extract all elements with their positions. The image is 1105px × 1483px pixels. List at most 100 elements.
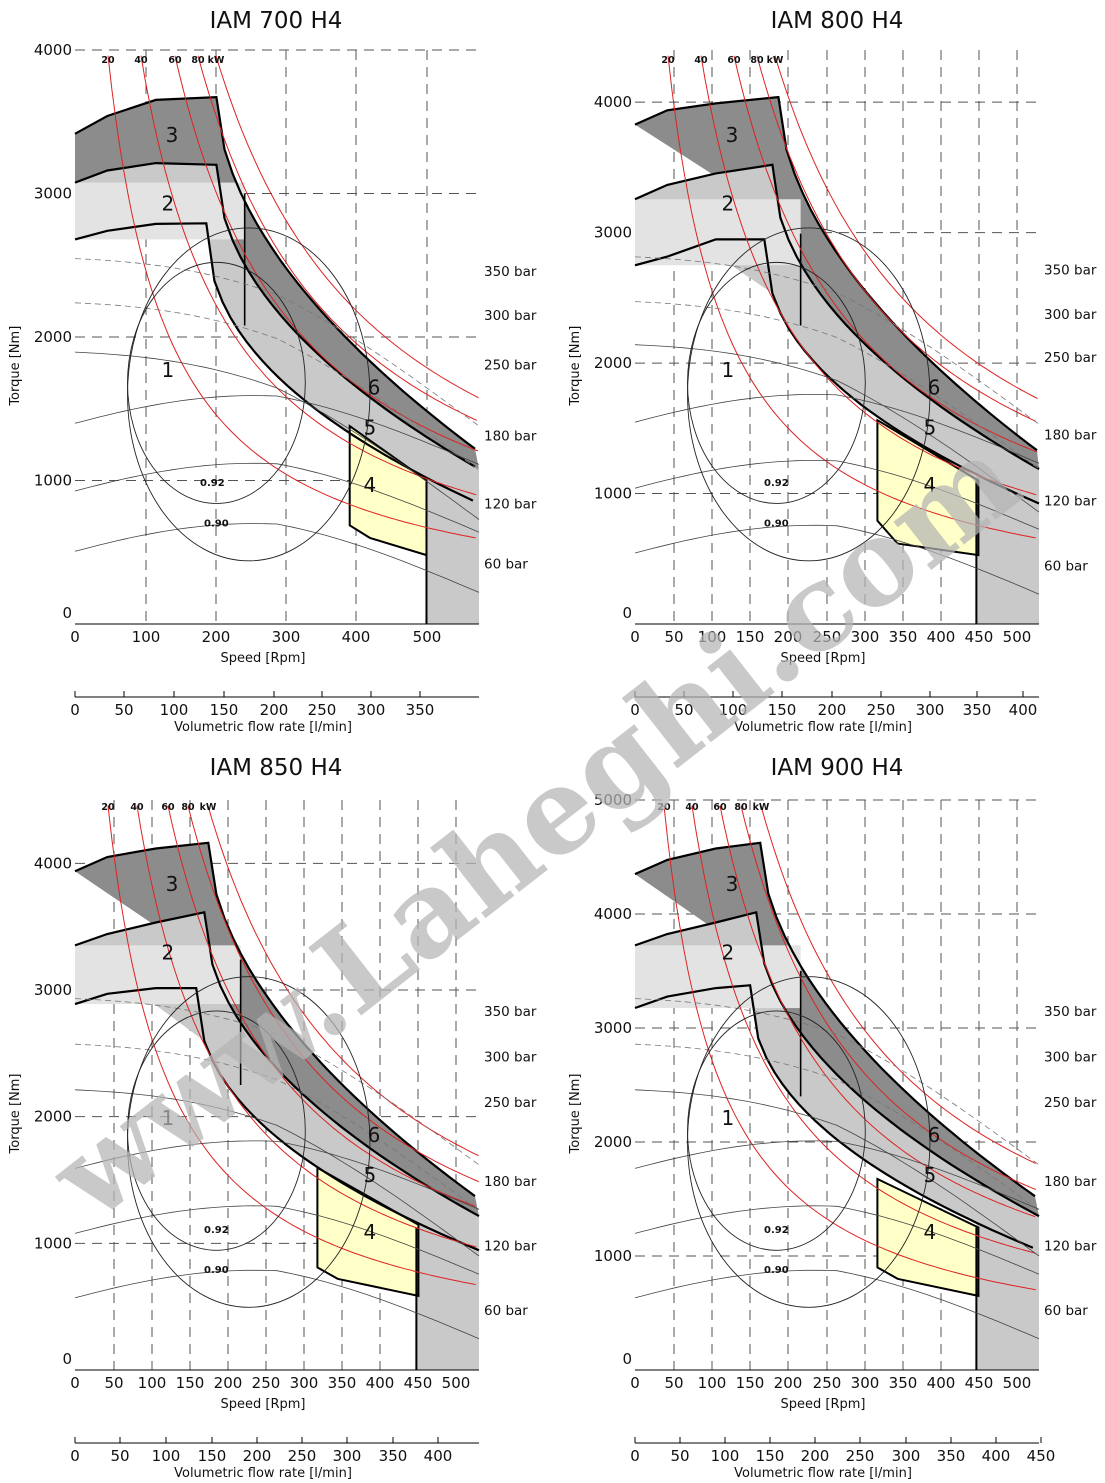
efficiency-label: 0.90 — [764, 518, 789, 529]
pressure-label: 60 bar — [1044, 558, 1088, 574]
x-tick-label: 150 — [736, 628, 765, 646]
pressure-label: 350 bar — [1044, 1004, 1097, 1020]
x-tick-label: 0 — [70, 1374, 80, 1392]
x-tick-label: 350 — [889, 1374, 918, 1392]
power-curve — [167, 805, 476, 1207]
max-torque-curve-3 — [74, 841, 476, 1197]
power-label: 20 — [101, 55, 115, 66]
y-tick-label: 2000 — [594, 1133, 632, 1151]
power-label: 60 — [713, 802, 727, 813]
power-curve — [174, 55, 479, 452]
flow-tick-label: 150 — [756, 1447, 785, 1465]
zone-label-5: 5 — [924, 1163, 937, 1187]
zone-label-5: 5 — [364, 416, 377, 440]
pressure-label: 180 bar — [484, 1174, 537, 1190]
flow-tick-label: 150 — [768, 701, 797, 719]
power-curve — [756, 55, 1037, 422]
chart-title: IAM 850 H4 — [210, 755, 343, 781]
x-tick-label: 250 — [252, 1374, 281, 1392]
power-label: kW — [208, 55, 225, 66]
flow-tick-label: 300 — [333, 1447, 362, 1465]
zone-label-1: 1 — [722, 358, 735, 382]
efficiency-label: 0.90 — [764, 1265, 789, 1276]
zone-2-area — [75, 182, 245, 240]
pressure-label: 250 bar — [1044, 350, 1097, 366]
flow-tick-label: 300 — [892, 1447, 921, 1465]
power-curve — [667, 55, 1036, 539]
x-tick-label: 400 — [366, 1374, 395, 1392]
power-label: kW — [753, 802, 770, 813]
x-axis-label: Speed [Rpm] — [781, 651, 866, 666]
y-axis-label: Torque [Nm] — [8, 326, 23, 407]
flow-tick-label: 400 — [982, 1447, 1011, 1465]
pressure-label: 120 bar — [1044, 1239, 1097, 1255]
y-axis-label: Torque [Nm] — [568, 326, 583, 407]
zone-label-2: 2 — [722, 941, 735, 965]
zone-extra-area — [416, 1216, 479, 1370]
y-tick-label: 4000 — [34, 41, 72, 59]
y-tick-label: 0 — [622, 604, 632, 622]
pressure-label: 180 bar — [1044, 428, 1097, 444]
pressure-label: 350 bar — [484, 264, 537, 280]
zone-label-4: 4 — [924, 1220, 937, 1244]
pressure-curve — [634, 998, 1040, 1166]
power-curve — [740, 805, 1037, 1190]
pressure-curve — [634, 524, 1040, 595]
power-curve — [197, 55, 478, 421]
flow-tick-label: 450 — [1027, 1447, 1056, 1465]
efficiency-label: 0.92 — [204, 1225, 229, 1236]
x-tick-label: 500 — [1003, 1374, 1032, 1392]
flow-tick-label: 400 — [424, 1447, 453, 1465]
pressure-label: 180 bar — [1044, 1174, 1097, 1190]
y-tick-label: 1000 — [34, 472, 72, 490]
zone-3-area — [635, 97, 1039, 469]
pressure-label: 350 bar — [484, 1004, 537, 1020]
power-label: 20 — [101, 802, 115, 813]
flow-axis-label: Volumetric flow rate [l/min] — [174, 720, 352, 735]
x-tick-label: 350 — [328, 1374, 357, 1392]
flow-tick-label: 50 — [674, 701, 693, 719]
x-tick-label: 200 — [202, 628, 231, 646]
power-label: 80 — [734, 802, 748, 813]
max-torque-curve-2 — [634, 163, 1040, 470]
power-label: 20 — [657, 802, 671, 813]
flow-tick-label: 300 — [916, 701, 945, 719]
zone-label-2: 2 — [162, 941, 175, 965]
zone-label-4: 4 — [364, 473, 377, 497]
x-tick-label: 0 — [630, 628, 640, 646]
x-tick-label: 200 — [774, 628, 803, 646]
y-tick-label: 0 — [62, 604, 72, 622]
zone-3-area — [635, 842, 1039, 1217]
flow-tick-label: 350 — [963, 701, 992, 719]
power-curve — [187, 805, 480, 1183]
pressure-label: 250 bar — [1044, 1095, 1097, 1111]
pressure-label: 350 bar — [1044, 262, 1097, 278]
x-tick-label: 500 — [413, 628, 442, 646]
max-torque-curve-2 — [74, 161, 476, 468]
pressure-label: 300 bar — [1044, 1050, 1097, 1066]
pressure-curve — [74, 1140, 480, 1210]
power-curve — [774, 55, 1038, 400]
chart-title: IAM 700 H4 — [210, 8, 343, 34]
chart-title: IAM 900 H4 — [771, 755, 904, 781]
x-axis-label: Speed [Rpm] — [221, 1397, 306, 1412]
pressure-curve — [74, 523, 480, 593]
x-tick-label: 100 — [698, 628, 727, 646]
y-axis-label: Torque [Nm] — [568, 1074, 583, 1155]
power-label: 40 — [694, 55, 708, 66]
zone-label-1: 1 — [162, 1106, 175, 1130]
zone-label-3: 3 — [726, 872, 739, 896]
x-tick-label: 200 — [214, 1374, 243, 1392]
y-tick-label: 1000 — [594, 485, 632, 503]
pressure-label: 120 bar — [1044, 494, 1097, 510]
efficiency-label: 0.92 — [764, 478, 789, 489]
x-axis-label: Speed [Rpm] — [781, 1397, 866, 1412]
x-axis-label: Speed [Rpm] — [221, 651, 306, 666]
power-curve — [107, 55, 476, 539]
flow-tick-label: 150 — [198, 1447, 227, 1465]
x-tick-label: 100 — [132, 628, 161, 646]
flow-axis-label: Volumetric flow rate [l/min] — [734, 720, 912, 735]
y-tick-label: 3000 — [34, 185, 72, 203]
pressure-curve — [74, 302, 480, 471]
